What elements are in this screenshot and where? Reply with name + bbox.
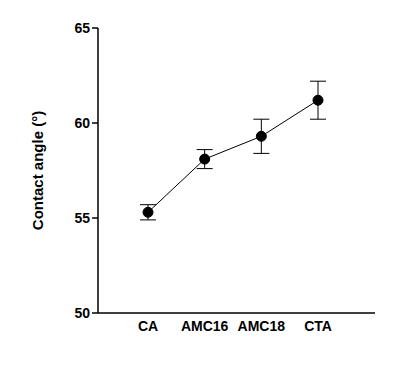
svg-text:CTA: CTA bbox=[304, 318, 332, 334]
svg-text:65: 65 bbox=[74, 20, 90, 36]
svg-text:AMC16: AMC16 bbox=[181, 318, 229, 334]
svg-text:AMC18: AMC18 bbox=[238, 318, 286, 334]
svg-text:CA: CA bbox=[138, 318, 158, 334]
svg-text:50: 50 bbox=[74, 305, 90, 321]
svg-text:Contact angle (°): Contact angle (°) bbox=[29, 111, 46, 230]
svg-text:55: 55 bbox=[74, 210, 90, 226]
svg-text:60: 60 bbox=[74, 115, 90, 131]
